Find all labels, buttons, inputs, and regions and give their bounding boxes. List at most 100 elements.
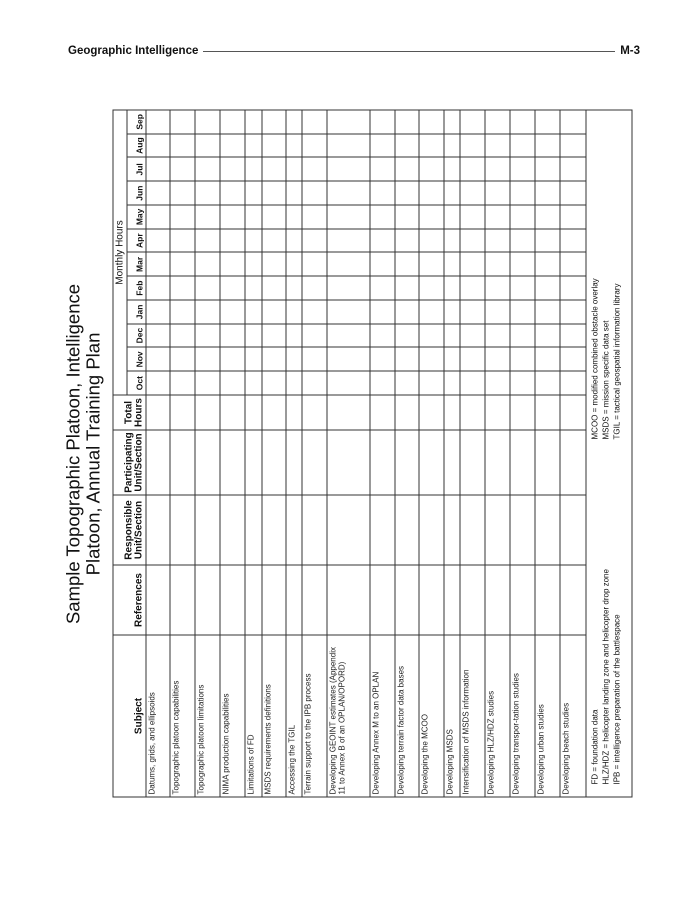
empty-cell [534, 347, 560, 371]
empty-cell [534, 252, 560, 276]
empty-cell [443, 275, 460, 300]
empty-cell [534, 157, 560, 181]
empty-cell [369, 299, 395, 324]
empty-cell [194, 133, 220, 157]
empty-cell [261, 252, 286, 276]
empty-cell [509, 347, 535, 371]
empty-cell [418, 323, 444, 347]
empty-cell [169, 323, 195, 347]
empty-cell [459, 299, 485, 324]
header-month: Aug [126, 133, 146, 157]
empty-cell [534, 275, 560, 300]
empty-cell [261, 370, 286, 395]
empty-cell [244, 204, 262, 229]
empty-cell [443, 299, 460, 324]
empty-cell [443, 252, 460, 276]
empty-cell [244, 394, 262, 430]
empty-cell [369, 228, 395, 252]
empty-cell [285, 394, 302, 430]
empty-cell [484, 299, 510, 324]
training-plan-table: Subject References Responsible Unit/Sect… [112, 109, 632, 797]
empty-cell [559, 204, 586, 229]
empty-cell [244, 564, 262, 635]
empty-cell [301, 109, 327, 134]
subject-cell: Developing urban studies [534, 634, 560, 797]
empty-cell [301, 494, 327, 565]
empty-cell [459, 252, 485, 276]
empty-cell [443, 204, 460, 229]
empty-cell [443, 347, 460, 371]
empty-cell [369, 204, 395, 229]
empty-cell [459, 323, 485, 347]
empty-cell [145, 204, 170, 229]
empty-cell [509, 494, 535, 565]
empty-cell [169, 157, 195, 181]
empty-cell [285, 109, 302, 134]
empty-cell [326, 180, 370, 205]
empty-cell [261, 109, 286, 134]
empty-cell [394, 347, 419, 371]
empty-cell [559, 494, 586, 565]
empty-cell [443, 564, 460, 635]
table-row: Terrain support to the IPB process [301, 109, 327, 797]
empty-cell [301, 347, 327, 371]
empty-cell [326, 347, 370, 371]
empty-cell [301, 564, 327, 635]
empty-cell [534, 133, 560, 157]
empty-cell [301, 370, 327, 395]
empty-cell [285, 564, 302, 635]
empty-cell [369, 323, 395, 347]
empty-cell [418, 228, 444, 252]
subject-cell: Developing transpor-tation studies [509, 634, 535, 797]
empty-cell [443, 394, 460, 430]
empty-cell [509, 323, 535, 347]
subject-cell: Datums, grids, and ellipsoids [145, 634, 170, 797]
empty-cell [459, 204, 485, 229]
empty-cell [194, 204, 220, 229]
subject-cell: Terrain support to the IPB process [301, 634, 327, 797]
empty-cell [301, 394, 327, 430]
empty-cell [194, 564, 220, 635]
empty-cell [169, 133, 195, 157]
subject-cell: Developing GEOINT estimates (Appendix 11… [326, 634, 370, 797]
empty-cell [559, 275, 586, 300]
empty-cell [459, 394, 485, 430]
empty-cell [169, 564, 195, 635]
empty-cell [459, 564, 485, 635]
empty-cell [219, 347, 245, 371]
subject-cell: NIMA production capabilities [219, 634, 245, 797]
empty-cell [326, 228, 370, 252]
empty-cell [459, 228, 485, 252]
empty-cell [326, 109, 370, 134]
empty-cell [169, 204, 195, 229]
empty-cell [443, 429, 460, 495]
empty-cell [169, 347, 195, 371]
footnote: HLZ/HDZ = helicopter landing zone and he… [601, 568, 610, 784]
empty-cell [244, 347, 262, 371]
rotated-content: Sample Topographic Platoon, Intelligence… [62, 109, 632, 797]
empty-cell [326, 564, 370, 635]
empty-cell [301, 323, 327, 347]
empty-cell [145, 133, 170, 157]
empty-cell [394, 275, 419, 300]
empty-cell [244, 299, 262, 324]
header-month: Mar [126, 252, 146, 276]
empty-cell [443, 157, 460, 181]
empty-cell [194, 494, 220, 565]
empty-cell [394, 299, 419, 324]
subject-cell: Developing Annex M to an OPLAN [369, 634, 395, 797]
empty-cell [534, 228, 560, 252]
empty-cell [509, 429, 535, 495]
table-row: Datums, grids, and ellipsoids [145, 109, 170, 797]
header-month: Nov [126, 347, 146, 371]
empty-cell [145, 299, 170, 324]
empty-cell [145, 228, 170, 252]
table-row: Intensification of MSDS information [459, 109, 485, 797]
empty-cell [145, 347, 170, 371]
empty-cell [285, 347, 302, 371]
empty-cell [261, 394, 286, 430]
empty-cell [261, 494, 286, 565]
empty-cell [326, 429, 370, 495]
empty-cell [194, 252, 220, 276]
empty-cell [145, 494, 170, 565]
